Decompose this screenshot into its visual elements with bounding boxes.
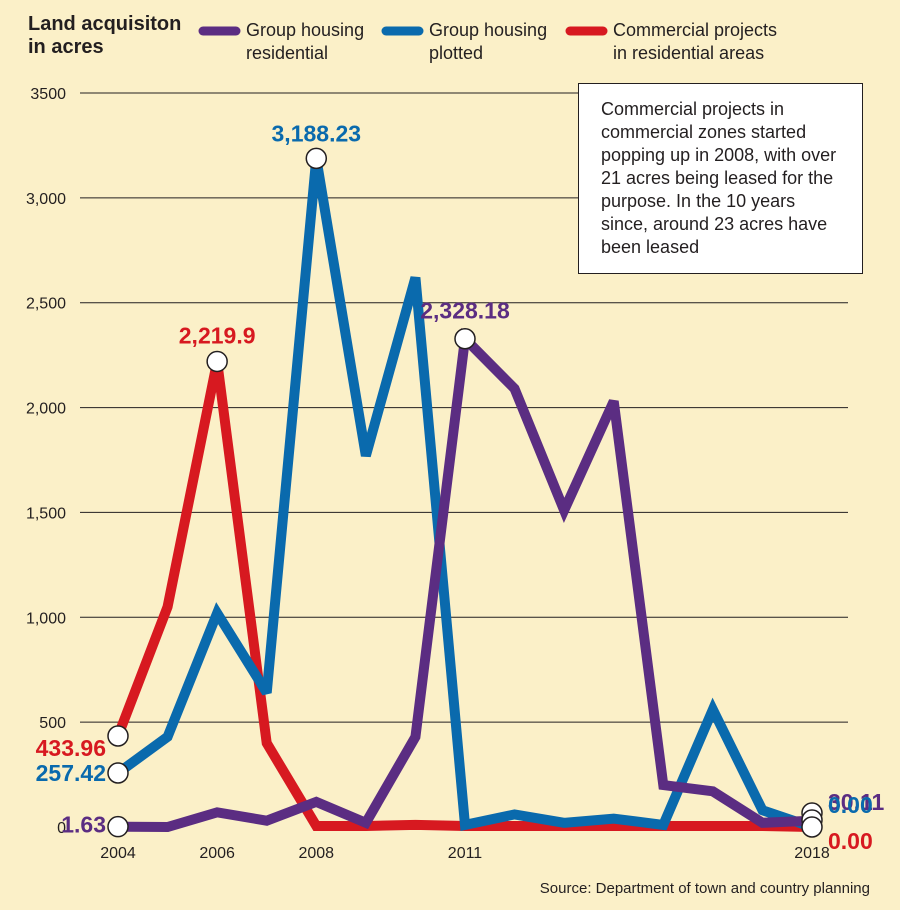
chart-title-line-2: in acres	[28, 36, 104, 58]
y-tick-label: 2,500	[26, 296, 66, 313]
x-tick-label: 2004	[100, 845, 136, 862]
legend-item-group-housing-plotted: Group housing plotted	[381, 20, 547, 63]
annotation-marker	[107, 762, 129, 784]
annotation-label: 3,188.23	[272, 120, 362, 146]
legend-label-plotted-line-2: plotted	[429, 43, 483, 63]
legend-item-group-housing-residential: Group housing residential	[198, 20, 364, 63]
y-tick-label: 1,500	[26, 505, 66, 522]
annotation-note-box: Commercial projects in commercial zones …	[578, 83, 863, 274]
x-tick-label: 2011	[448, 845, 483, 862]
legend-label-commercial-line-2: in residential areas	[613, 43, 764, 63]
y-tick-label: 2,000	[26, 401, 66, 418]
annotation-marker	[305, 147, 328, 170]
annotation-marker	[107, 815, 129, 838]
annotation-label: 2,219.9	[179, 322, 256, 348]
y-tick-label: 0	[57, 820, 66, 837]
annotation-marker	[454, 327, 476, 350]
legend-label-plotted-line-1: Group housing	[429, 20, 547, 40]
x-axis-ticks: 2004 2006 2008 2011 2018	[100, 845, 830, 862]
legend-label-commercial-line-1: Commercial projects	[613, 20, 777, 40]
legend-item-commercial-projects: Commercial projects in residential areas	[565, 20, 777, 63]
x-tick-label: 2008	[298, 845, 334, 862]
y-tick-label: 500	[39, 715, 66, 732]
annotation-note-text: Commercial projects in commercial zones …	[601, 99, 837, 257]
y-tick-label: 3500	[30, 86, 66, 103]
series-line-group-housing-plotted	[115, 157, 814, 832]
annotation-markers	[107, 147, 823, 838]
chart-title-line-1: Land acquisiton	[28, 13, 181, 35]
annotation-marker	[206, 350, 228, 373]
y-tick-label: 3,000	[26, 191, 66, 208]
annotation-label: 0.00	[828, 828, 873, 854]
y-axis-ticks: 0 500 1,000 1,500 2,000 2,500 3,000 3500	[26, 86, 66, 837]
source-note: Source: Department of town and country p…	[540, 880, 870, 897]
annotation-label: 1.63	[61, 812, 106, 838]
legend-label-residential-line-1: Group housing	[246, 20, 364, 40]
legend-label-residential-line-2: residential	[246, 43, 328, 63]
legend: Group housing residential Group housing …	[198, 20, 777, 63]
series-line-commercial-projects	[113, 360, 813, 832]
annotation-marker	[801, 816, 823, 838]
annotation-label: 433.96	[36, 735, 106, 761]
annotation-label: 257.42	[36, 760, 106, 786]
x-tick-label: 2006	[199, 845, 235, 862]
annotation-marker	[107, 725, 129, 747]
annotation-label: 0.00	[828, 792, 873, 818]
annotation-label: 2,328.18	[420, 298, 510, 324]
x-tick-label: 2018	[794, 845, 830, 862]
annotation-label: 30.11	[828, 789, 884, 815]
y-tick-label: 1,000	[26, 610, 66, 627]
